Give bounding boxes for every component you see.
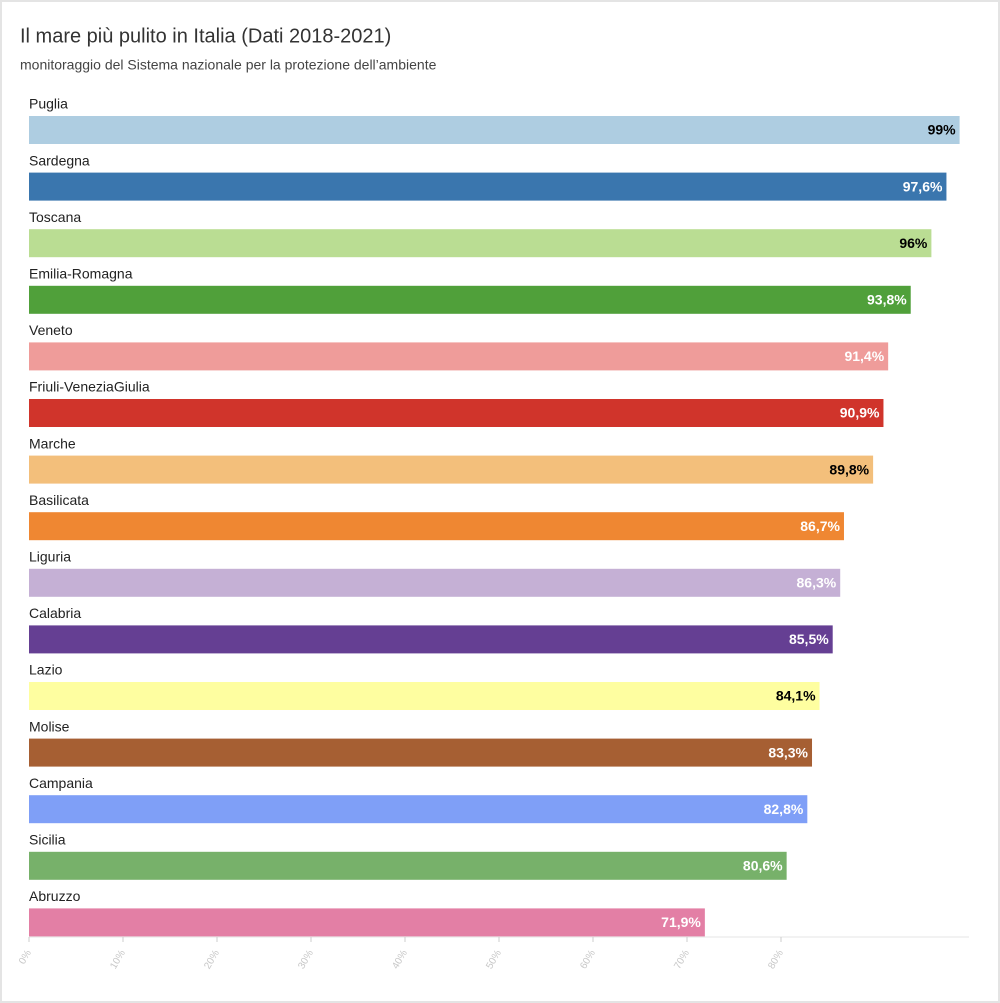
bar	[29, 116, 960, 144]
bar	[29, 568, 841, 597]
category-label: Calabria	[29, 605, 81, 621]
value-label: 84,1%	[776, 688, 816, 704]
category-label: Liguria	[29, 549, 71, 565]
value-label: 89,8%	[829, 461, 869, 477]
category-label: Lazio	[29, 662, 63, 678]
category-label: Sardegna	[29, 152, 90, 168]
bar	[29, 285, 911, 314]
value-label: 71,9%	[661, 914, 701, 930]
category-label: Veneto	[29, 322, 73, 338]
value-label: 86,7%	[800, 518, 840, 534]
bar	[29, 851, 787, 880]
bar	[29, 738, 813, 767]
value-label: 91,4%	[844, 348, 884, 364]
category-label: Toscana	[29, 209, 81, 225]
bar	[29, 625, 833, 654]
category-label: Puglia	[29, 96, 68, 112]
category-label: Sicilia	[29, 832, 66, 848]
bar	[29, 229, 932, 258]
value-label: 90,9%	[840, 405, 880, 421]
value-label: 85,5%	[789, 631, 829, 647]
bar	[29, 455, 874, 484]
bar	[29, 908, 705, 937]
category-label: Marche	[29, 435, 76, 451]
category-label: Campania	[29, 775, 93, 791]
category-label: Abruzzo	[29, 888, 81, 904]
bar	[29, 512, 844, 541]
value-label: 83,3%	[768, 744, 808, 760]
value-label: 97,6%	[903, 178, 943, 194]
bar	[29, 172, 947, 201]
category-label: Friuli-VeneziaGiulia	[29, 379, 150, 395]
value-label: 99%	[928, 122, 957, 138]
chart-title: Il mare più pulito in Italia (Dati 2018-…	[20, 25, 391, 47]
value-label: 93,8%	[867, 292, 907, 308]
value-label: 96%	[899, 235, 928, 251]
bar	[29, 399, 884, 427]
value-label: 82,8%	[764, 801, 804, 817]
value-label: 86,3%	[797, 575, 837, 591]
category-label: Basilicata	[29, 492, 89, 508]
bar	[29, 795, 808, 824]
bar	[29, 682, 820, 710]
category-label: Emilia-Romagna	[29, 266, 133, 282]
category-label: Molise	[29, 718, 70, 734]
chart-subtitle: monitoraggio del Sistema nazionale per l…	[20, 57, 437, 73]
bar	[29, 342, 889, 371]
value-label: 80,6%	[743, 858, 783, 874]
